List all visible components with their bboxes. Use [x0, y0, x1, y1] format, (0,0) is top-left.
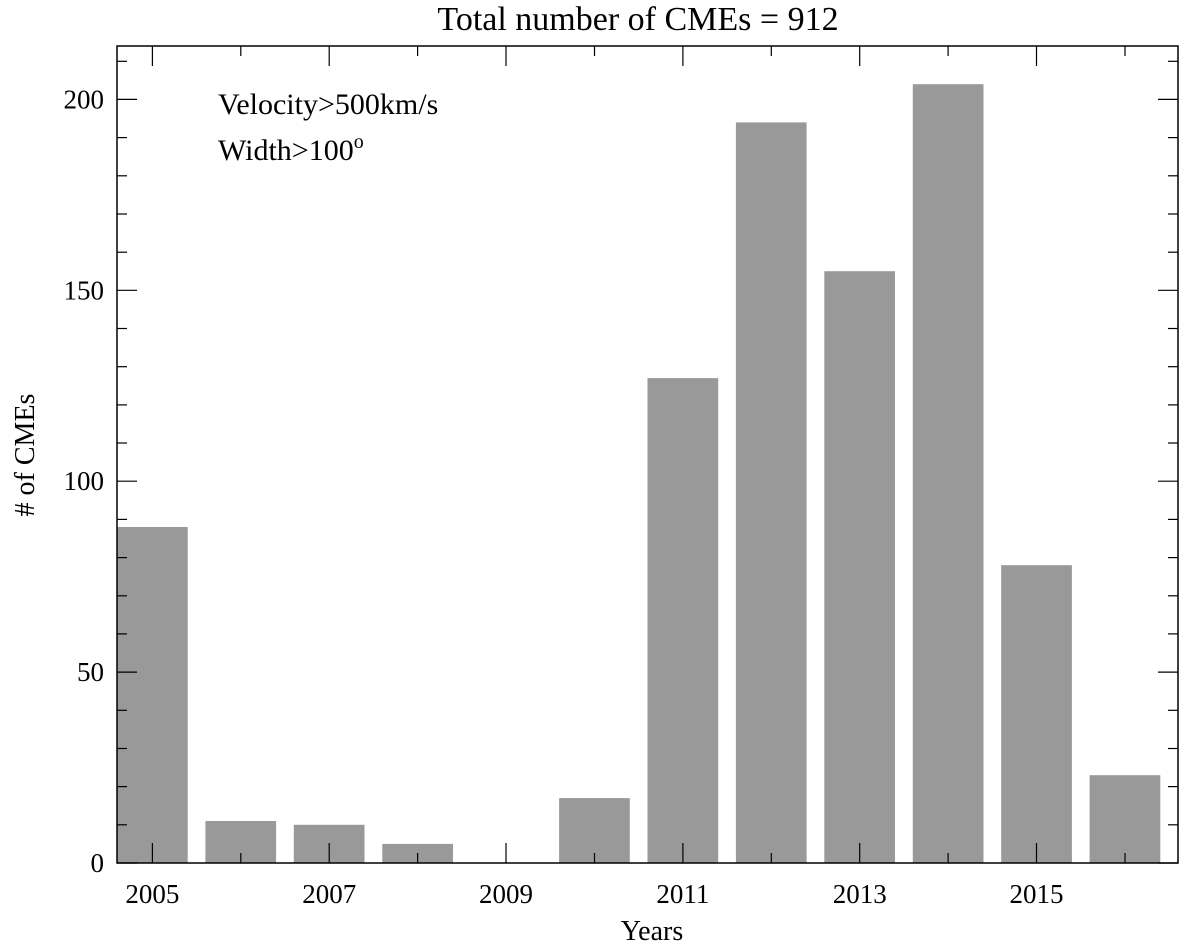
- x-tick-label-2007: 2007: [302, 879, 356, 909]
- bar-2012: [735, 122, 807, 863]
- y-tick-label-200: 200: [64, 84, 105, 114]
- y-axis-label: # of CMEs: [10, 394, 41, 517]
- chart-title: Total number of CMEs = 912: [437, 1, 838, 38]
- bar-2005: [117, 527, 188, 863]
- y-tick-label-150: 150: [64, 275, 105, 305]
- x-tick-label-2013: 2013: [833, 879, 887, 909]
- tick-labels-group: 0 50 100 150 200 2005 2007 2009 2011 2013 2015: [64, 84, 1064, 909]
- velocity-annotation: Velocity>500km/s: [218, 88, 438, 121]
- y-tick-label-0: 0: [91, 848, 105, 878]
- degree-superscript: o: [354, 131, 364, 153]
- width-annotation-base: Width>100: [218, 134, 354, 167]
- plot-frame: [116, 45, 1179, 864]
- y-tick-label-100: 100: [64, 466, 105, 496]
- x-tick-label-2011: 2011: [656, 879, 709, 909]
- bar-2010: [559, 798, 630, 863]
- bar-2014: [912, 84, 984, 863]
- bar-2016: [1089, 775, 1161, 863]
- x-tick-label-2015: 2015: [1010, 879, 1064, 909]
- bar-2015: [1001, 565, 1072, 863]
- x-axis-label: Years: [621, 916, 684, 943]
- x-tick-label-2009: 2009: [479, 879, 533, 909]
- bars-group: [117, 84, 1161, 863]
- ticks-group: [117, 46, 1178, 864]
- y-tick-label-50: 50: [77, 657, 104, 687]
- bar-2013: [824, 271, 895, 863]
- bar-2011: [647, 378, 719, 863]
- x-tick-label-2005: 2005: [125, 879, 179, 909]
- width-annotation: Width>100o: [218, 131, 364, 167]
